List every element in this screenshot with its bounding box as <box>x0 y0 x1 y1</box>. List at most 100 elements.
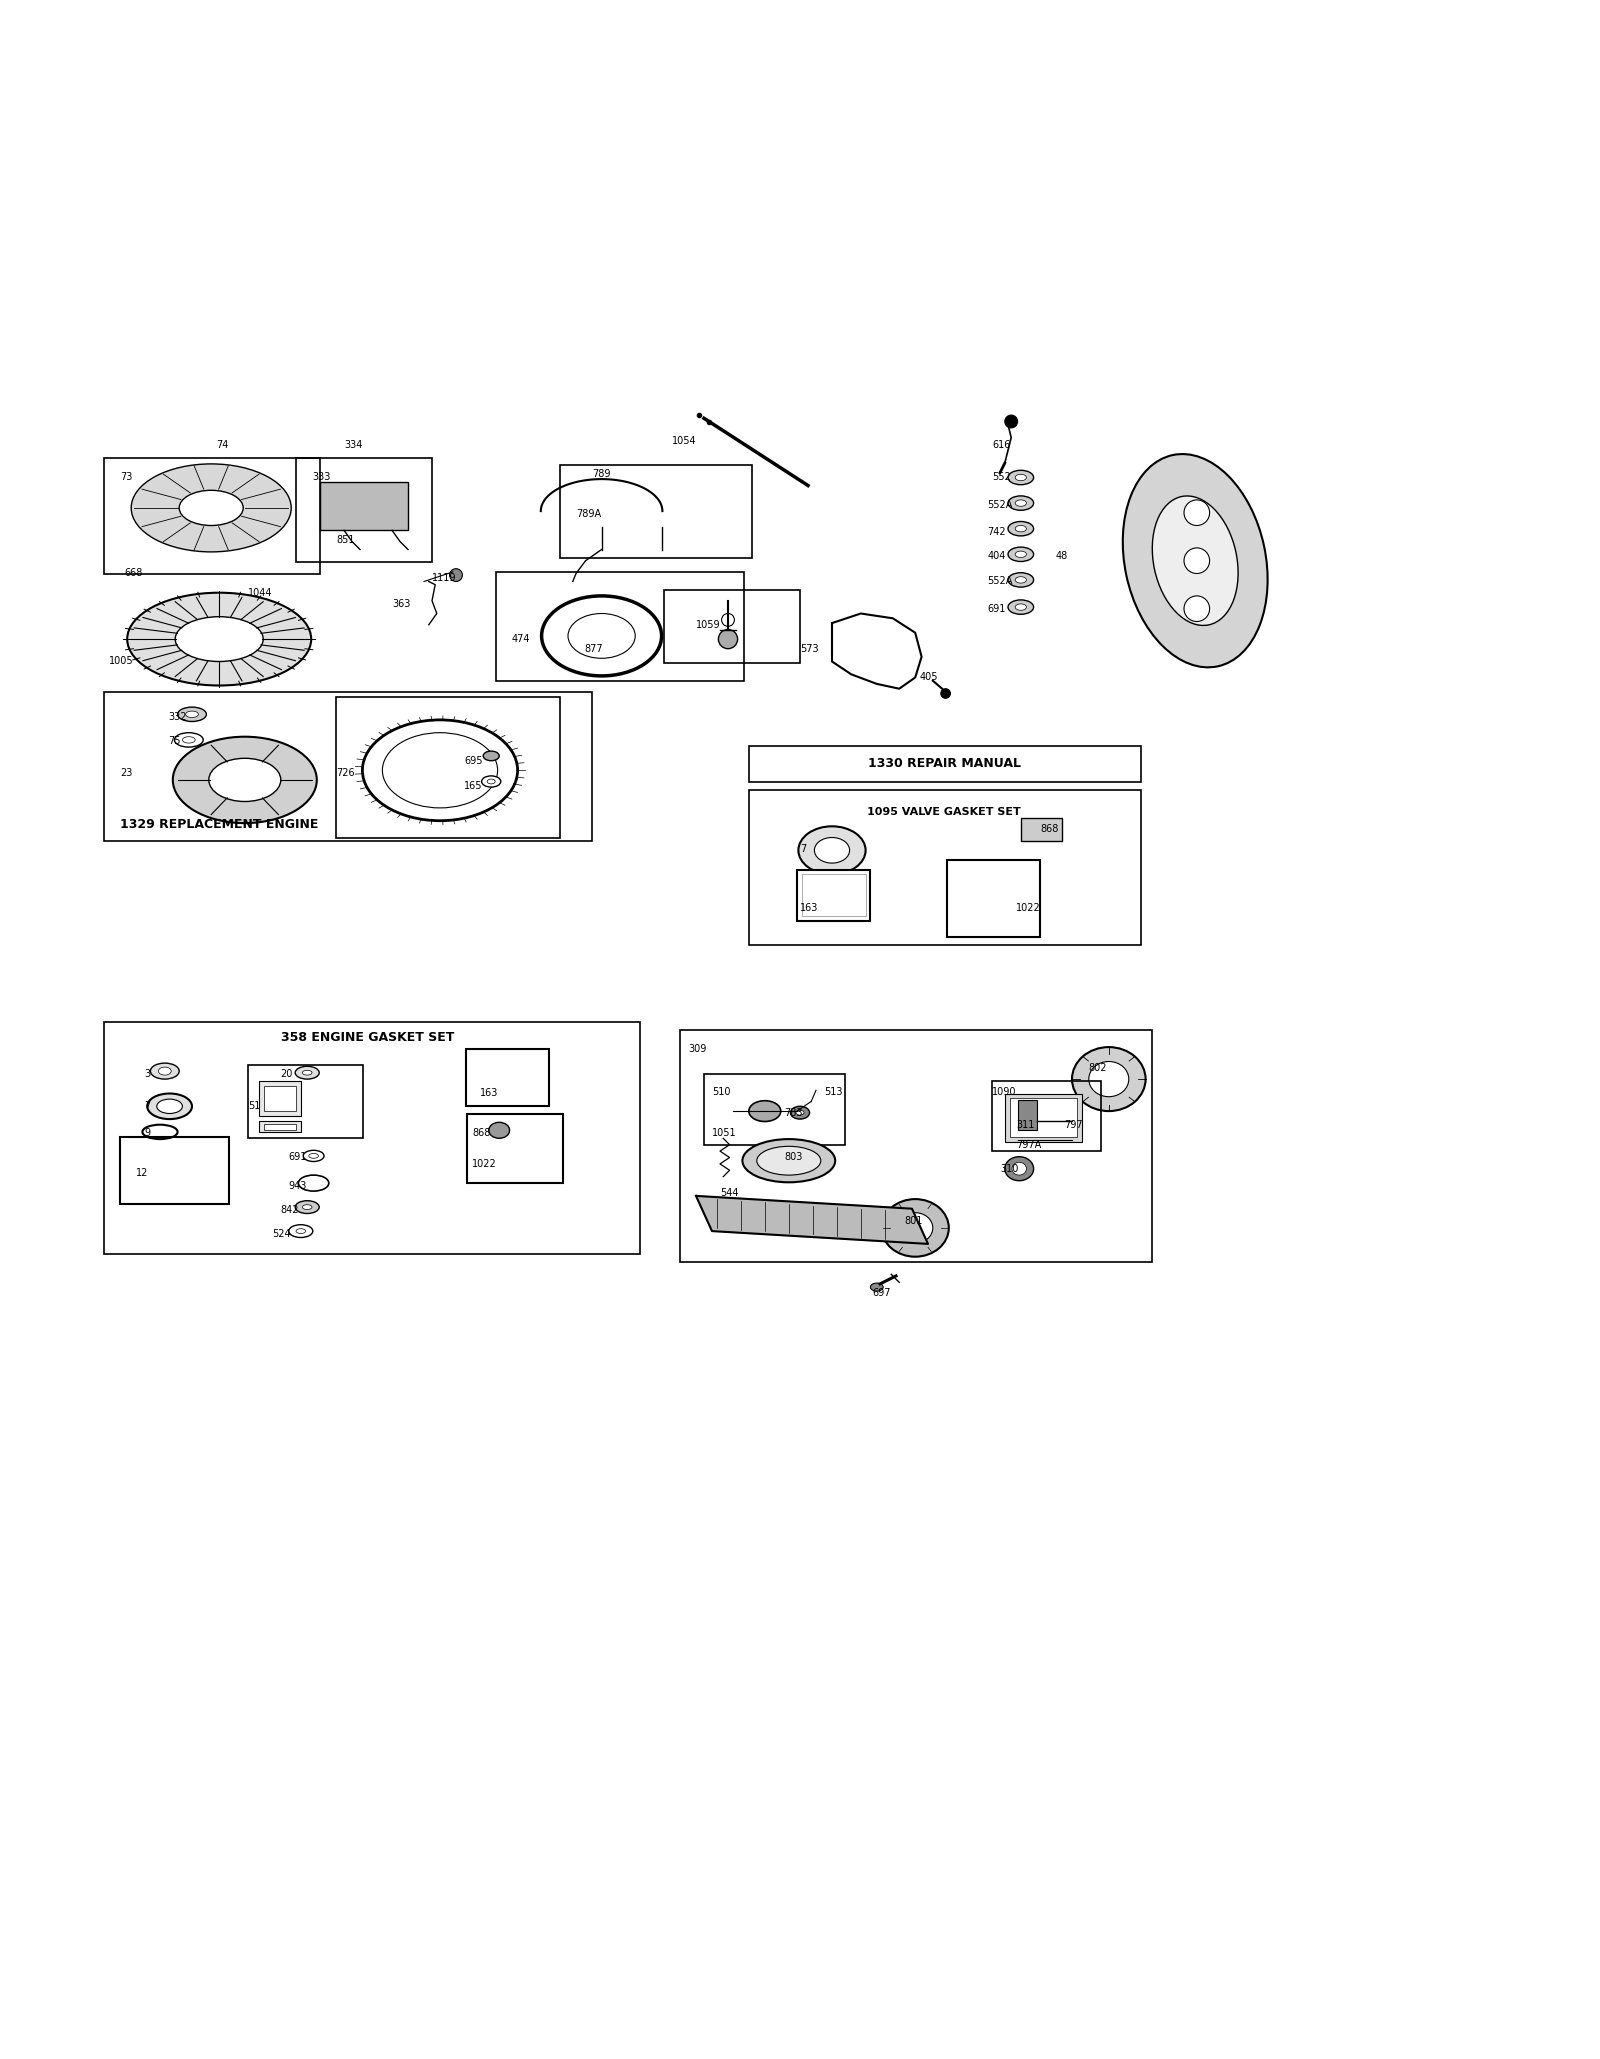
Bar <box>1010 1097 1077 1137</box>
Text: 12: 12 <box>136 1170 149 1178</box>
Text: 9: 9 <box>144 1128 150 1139</box>
Text: 573: 573 <box>800 644 819 653</box>
Ellipse shape <box>208 758 280 801</box>
Text: 358 ENGINE GASKET SET: 358 ENGINE GASKET SET <box>282 1032 454 1044</box>
Text: 1329 REPLACEMENT ENGINE: 1329 REPLACEMENT ENGINE <box>120 817 318 832</box>
Ellipse shape <box>294 1067 320 1079</box>
Ellipse shape <box>179 490 243 525</box>
Ellipse shape <box>302 1071 312 1075</box>
Polygon shape <box>696 1196 928 1244</box>
Ellipse shape <box>1008 521 1034 535</box>
Text: 165: 165 <box>464 780 483 791</box>
Text: 7: 7 <box>144 1102 150 1112</box>
Bar <box>1021 817 1062 840</box>
Text: 51: 51 <box>248 1102 261 1112</box>
Ellipse shape <box>157 1100 182 1114</box>
Text: 20: 20 <box>280 1069 293 1079</box>
Ellipse shape <box>178 706 206 721</box>
Circle shape <box>1184 595 1210 622</box>
Text: 163: 163 <box>480 1089 498 1100</box>
Ellipse shape <box>1008 599 1034 614</box>
Text: 544: 544 <box>720 1188 739 1198</box>
Text: 311: 311 <box>1016 1120 1034 1130</box>
Bar <box>560 465 752 558</box>
Ellipse shape <box>482 776 501 787</box>
Bar <box>992 1081 1101 1151</box>
Ellipse shape <box>150 1062 179 1079</box>
Ellipse shape <box>486 778 496 784</box>
Ellipse shape <box>757 1147 821 1176</box>
Text: 803: 803 <box>784 1153 802 1163</box>
Text: 7: 7 <box>800 844 806 854</box>
Ellipse shape <box>1088 1062 1130 1097</box>
Text: 3: 3 <box>144 1069 150 1079</box>
Text: 405: 405 <box>920 673 939 682</box>
Bar <box>947 861 1040 937</box>
Text: 943: 943 <box>288 1182 306 1192</box>
Ellipse shape <box>290 1225 314 1237</box>
Text: 363: 363 <box>392 599 410 609</box>
Ellipse shape <box>294 1200 320 1213</box>
Ellipse shape <box>1016 525 1027 531</box>
Text: 334: 334 <box>344 441 362 451</box>
Bar <box>264 1124 296 1130</box>
Text: 789A: 789A <box>576 509 602 519</box>
Bar <box>1018 1100 1037 1130</box>
Ellipse shape <box>749 1102 781 1122</box>
Ellipse shape <box>882 1198 949 1256</box>
Text: 691: 691 <box>987 603 1005 614</box>
Ellipse shape <box>296 1229 306 1233</box>
Ellipse shape <box>790 1106 810 1120</box>
Circle shape <box>1184 548 1210 574</box>
Text: 697: 697 <box>872 1289 891 1299</box>
Text: 691: 691 <box>288 1153 306 1163</box>
Text: 1044: 1044 <box>248 587 272 597</box>
Bar <box>797 869 870 920</box>
Text: 309: 309 <box>688 1044 706 1054</box>
Ellipse shape <box>814 838 850 863</box>
Bar <box>248 1065 363 1139</box>
Text: 1005: 1005 <box>109 657 133 667</box>
Text: 1090: 1090 <box>992 1087 1016 1097</box>
Text: 474: 474 <box>512 634 531 644</box>
Ellipse shape <box>1072 1048 1146 1112</box>
Ellipse shape <box>797 1110 805 1116</box>
Ellipse shape <box>1008 548 1034 562</box>
Ellipse shape <box>186 710 198 717</box>
Ellipse shape <box>1016 474 1027 480</box>
Ellipse shape <box>182 737 195 743</box>
Bar <box>802 875 866 916</box>
Text: 668: 668 <box>125 568 142 579</box>
Text: 1054: 1054 <box>672 437 696 445</box>
Ellipse shape <box>1016 603 1027 609</box>
Ellipse shape <box>158 1067 171 1075</box>
Bar <box>704 1075 845 1145</box>
Ellipse shape <box>1008 572 1034 587</box>
Text: 510: 510 <box>712 1087 731 1097</box>
Text: 742: 742 <box>987 527 1006 537</box>
Bar <box>259 1081 301 1116</box>
Text: 310: 310 <box>1000 1163 1018 1174</box>
Text: 877: 877 <box>584 644 603 653</box>
Bar <box>496 572 744 682</box>
Text: 75: 75 <box>168 737 181 747</box>
Text: 1022: 1022 <box>1016 904 1040 912</box>
Ellipse shape <box>1005 1157 1034 1180</box>
Text: 868: 868 <box>472 1128 490 1139</box>
Text: 23: 23 <box>120 768 133 778</box>
Bar <box>336 696 560 838</box>
Bar <box>467 1114 563 1184</box>
Text: 552: 552 <box>992 472 1011 482</box>
Ellipse shape <box>174 733 203 747</box>
Bar <box>296 459 432 562</box>
Ellipse shape <box>1152 496 1238 626</box>
Ellipse shape <box>490 1122 509 1139</box>
Text: 404: 404 <box>987 552 1005 560</box>
Bar <box>466 1048 549 1106</box>
Ellipse shape <box>176 618 264 661</box>
Text: 73: 73 <box>120 472 133 482</box>
Ellipse shape <box>302 1205 312 1209</box>
Text: 552A: 552A <box>987 577 1013 587</box>
Text: 726: 726 <box>336 768 355 778</box>
Text: 333: 333 <box>312 472 330 482</box>
